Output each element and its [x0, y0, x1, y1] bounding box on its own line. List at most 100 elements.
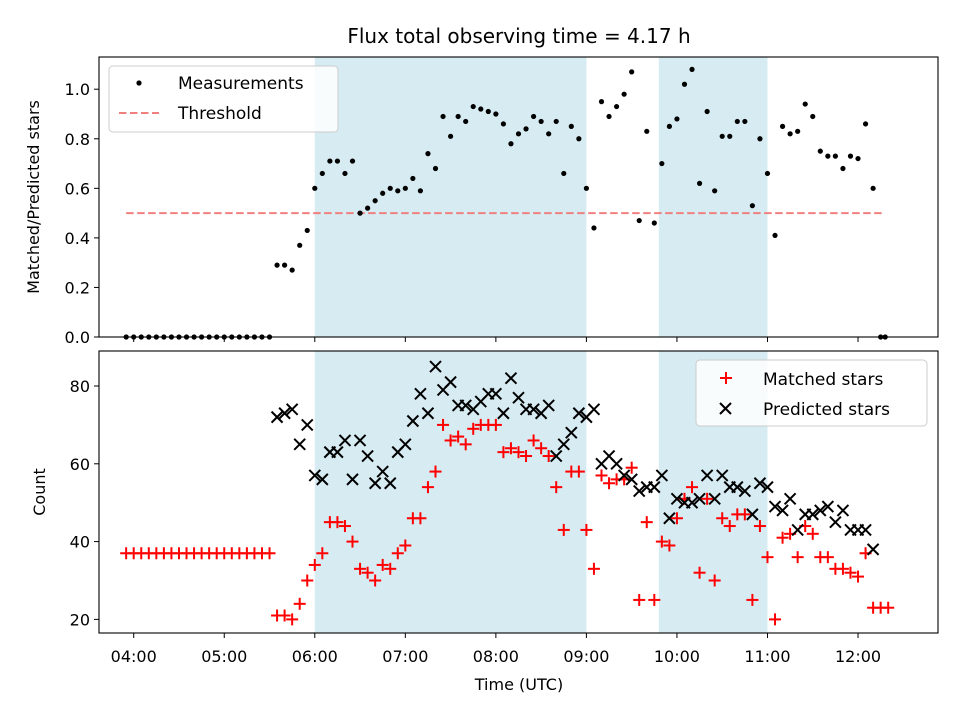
measurement-point — [395, 188, 401, 194]
measurement-point — [847, 153, 854, 159]
predicted-point — [761, 480, 774, 494]
measurement-point — [380, 190, 386, 196]
x-axis-label: Time (UTC) — [474, 675, 563, 694]
measurement-point — [832, 153, 838, 159]
measurement-point — [749, 203, 755, 209]
measurement-point — [840, 165, 846, 172]
bottom-legend-box — [695, 359, 928, 427]
matched-point — [316, 547, 329, 560]
count-panel: 20 40 60 80 04:00 05:00 06:00 07:00 08:00 09:00 1… — [30, 350, 939, 694]
ratio-panel: 0.0 0.2 0.4 0.6 0.8 1.0 Matched/Predicted sta… — [24, 56, 939, 347]
predicted-point — [708, 492, 721, 506]
measurement-point — [530, 113, 537, 120]
predicted-point — [308, 469, 321, 482]
bottom-axes-frame — [98, 350, 939, 634]
legend-threshold-label: Threshold — [177, 104, 262, 124]
figure-title: Flux total observing time = 4.17 h — [347, 24, 690, 48]
matched-point — [527, 434, 540, 447]
measurement-point — [538, 118, 544, 125]
measurement-point — [485, 108, 491, 115]
predicted-point — [557, 438, 570, 451]
top-y-tick-label: 0.8 — [65, 130, 90, 149]
bottom-y-axis: 20 40 60 80 — [70, 377, 99, 629]
measurement-point — [274, 262, 280, 268]
top-y-axis: 0.0 0.2 0.4 0.6 0.8 1.0 — [65, 80, 99, 347]
matched-point — [746, 593, 759, 606]
legend-predicted-marker — [719, 402, 732, 415]
measurement-point — [447, 133, 454, 139]
top-y-axis-label: Matched/Predicted stars — [24, 100, 43, 294]
predicted-point — [821, 500, 835, 513]
measurement-point — [523, 126, 529, 132]
predicted-point — [859, 523, 872, 537]
measurement-point — [757, 136, 763, 142]
predicted-point — [459, 399, 472, 412]
predicted-point — [285, 403, 299, 416]
predicted-point — [376, 465, 389, 478]
matched-point — [580, 523, 593, 536]
predicted-point — [527, 403, 540, 416]
top-legend-box — [108, 65, 339, 133]
measurement-point — [659, 160, 665, 167]
x-tick-label: 09:00 — [563, 647, 609, 666]
matched-point — [459, 438, 472, 451]
predicted-point — [270, 410, 284, 424]
matched-point — [361, 566, 374, 579]
measurement-point — [810, 113, 816, 120]
predicted-point — [806, 508, 819, 521]
measurement-point — [681, 81, 688, 87]
predicted-point — [768, 500, 782, 513]
bottom-y-tick-label: 20 — [70, 610, 90, 629]
measurement-point — [568, 123, 574, 129]
matched-point — [693, 566, 706, 579]
legend-predicted-label: Predicted stars — [763, 400, 890, 420]
bottom-plot-marks — [120, 360, 895, 626]
matched-point — [738, 508, 751, 521]
predicted-point — [738, 484, 752, 498]
bottom-y-tick-label: 40 — [70, 533, 90, 552]
matched-point — [882, 601, 895, 614]
matched-point — [497, 446, 510, 459]
measurement-point — [613, 103, 620, 110]
bottom-legend: Matched stars Predicted stars — [695, 359, 928, 427]
measurement-point — [764, 170, 771, 177]
matched-point — [263, 547, 276, 560]
matched-point — [844, 566, 857, 579]
measurement-point — [644, 128, 650, 134]
measurement-point — [312, 185, 318, 191]
measurement-point — [772, 232, 778, 239]
measurement-point — [304, 227, 310, 234]
predicted-point — [753, 477, 767, 490]
bottom-observing-windows — [314, 351, 768, 633]
matched-point — [308, 558, 321, 571]
predicted-point — [565, 426, 578, 439]
measurement-point — [855, 155, 861, 162]
measurement-point — [734, 118, 740, 125]
predicted-point — [550, 449, 563, 463]
top-legend: Measurements Threshold — [108, 65, 339, 133]
predicted-point — [421, 407, 435, 420]
matched-point — [437, 418, 450, 431]
measurement-point — [463, 118, 469, 125]
predicted-point — [836, 504, 850, 517]
predicted-point — [429, 360, 442, 373]
measurement-point — [342, 170, 348, 177]
matched-point — [504, 442, 517, 455]
x-tick-label: 12:00 — [835, 647, 881, 666]
predicted-point — [617, 469, 631, 482]
matched-point — [806, 527, 819, 540]
predicted-point — [542, 399, 555, 412]
matched-point — [542, 450, 555, 463]
measurement-point — [387, 185, 393, 191]
matched-point — [354, 562, 367, 575]
predicted-point — [406, 414, 420, 428]
measurement-point — [862, 121, 869, 127]
measurement-point — [591, 225, 597, 231]
matched-point — [421, 481, 434, 494]
measurement-point — [470, 103, 476, 110]
x-tick-label: 04:00 — [111, 647, 157, 666]
matched-point — [384, 562, 397, 575]
predicted-point — [716, 469, 729, 482]
observing-window-1 — [658, 57, 768, 337]
